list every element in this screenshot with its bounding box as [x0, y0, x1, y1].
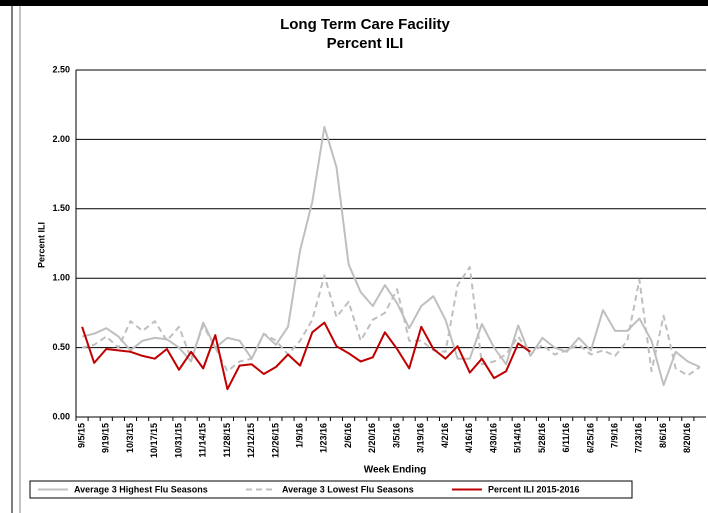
x-tick-label: 8/20/16	[682, 423, 692, 453]
legend	[29, 480, 633, 499]
x-tick-label: 4/30/16	[488, 423, 498, 453]
x-tick-label: 11/28/15	[222, 423, 232, 458]
x-tick-label: 7/23/16	[634, 423, 644, 453]
x-tick-label: 2/6/16	[343, 423, 353, 448]
x-tick-label: 1/23/16	[319, 423, 329, 453]
y-tick-label: 1.00	[52, 273, 70, 283]
chart-title: Long Term Care Facility	[280, 16, 450, 33]
x-tick-label: 10/31/15	[173, 423, 183, 458]
legend-label: Average 3 Lowest Flu Seasons	[282, 484, 414, 494]
x-tick-label: 3/19/16	[416, 423, 426, 453]
x-tick-label: 7/9/16	[610, 423, 620, 448]
x-tick-label: 6/11/16	[561, 423, 571, 453]
y-tick-label: 0.00	[52, 411, 70, 421]
series-line	[81, 125, 701, 387]
x-tick-label: 6/25/16	[585, 423, 595, 453]
x-tick-label: 10/3/15	[125, 423, 135, 453]
y-tick-label: 2.00	[52, 134, 70, 144]
x-tick-label: 5/14/16	[513, 423, 523, 453]
x-tick-label: 1/9/16	[295, 423, 305, 448]
series-line	[81, 321, 531, 391]
chart-subtitle: Percent ILI	[327, 35, 404, 52]
legend-label: Percent ILI 2015-2016	[488, 484, 580, 494]
x-tick-label: 9/5/15	[76, 423, 86, 448]
x-tick-label: 4/2/16	[440, 423, 450, 448]
x-tick-label: 5/28/16	[537, 423, 547, 453]
y-axis-label: Percent ILI	[36, 222, 46, 268]
x-tick-label: 11/14/15	[198, 423, 208, 458]
x-tick-label: 12/12/15	[246, 423, 256, 458]
y-tick-label: 2.50	[52, 64, 70, 74]
x-tick-label: 2/20/16	[367, 423, 377, 453]
y-tick-label: 0.50	[52, 342, 70, 352]
x-axis-label: Week Ending	[364, 465, 427, 476]
legend-label: Average 3 Highest Flu Seasons	[74, 484, 208, 494]
series-line	[81, 266, 701, 377]
x-tick-label: 12/26/15	[270, 423, 280, 458]
x-tick-label: 3/5/16	[391, 423, 401, 448]
x-tick-label: 8/6/16	[658, 423, 668, 448]
top-bar	[0, 0, 708, 6]
y-tick-label: 1.50	[52, 203, 70, 213]
x-tick-label: 4/16/16	[464, 423, 474, 453]
x-tick-label: 10/17/15	[149, 423, 159, 458]
x-tick-label: 9/19/15	[101, 423, 111, 453]
